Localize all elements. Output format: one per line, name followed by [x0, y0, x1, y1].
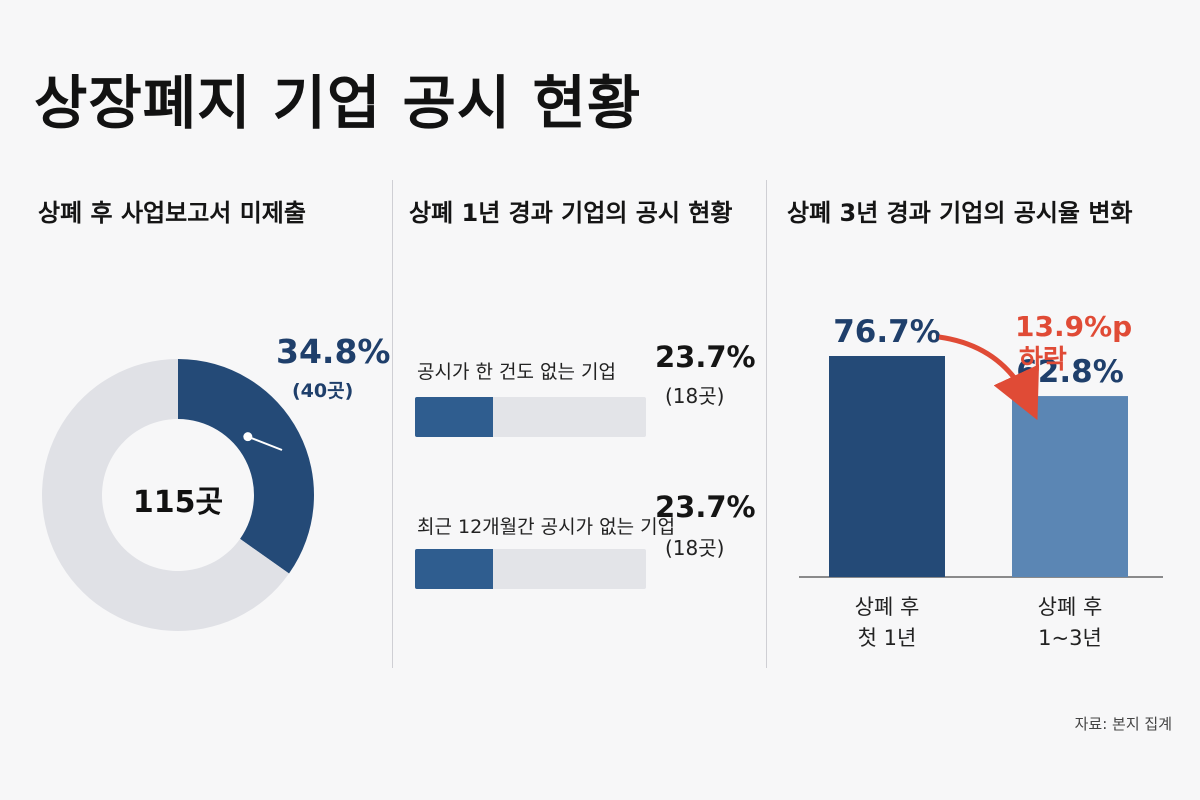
category-label-one-to-three-years-line1: 상폐 후: [1038, 595, 1103, 619]
bar-track-no-recent-disclosure: [415, 549, 646, 589]
category-label-first-year-line1: 상폐 후: [855, 595, 920, 619]
row-pct-no-disclosure: 23.7%: [655, 340, 756, 374]
bar-track-no-disclosure: [415, 397, 646, 437]
divider-right: [766, 180, 767, 668]
bar-one-to-three-years: [1012, 396, 1128, 577]
row-pct-no-recent-disclosure: 23.7%: [655, 490, 756, 524]
donut-panel: 상폐 후 사업보고서 미제출 115곳 34.8% (40곳): [30, 180, 391, 670]
disclosure-rate-title: 상폐 3년 경과 기업의 공시율 변화: [787, 199, 1133, 227]
donut-highlight-pct: 34.8%: [276, 332, 391, 371]
disclosure-status-panel: 상폐 1년 경과 기업의 공시 현황 공시가 한 건도 없는 기업 23.7% …: [393, 180, 765, 670]
divider-left: [392, 180, 393, 668]
bar-first-year: [829, 356, 945, 577]
bar-no-recent-disclosure: [415, 549, 494, 589]
row-count-no-recent-disclosure: (18곳): [665, 536, 725, 560]
category-label-one-to-three-years-line2: 1~3년: [1038, 626, 1102, 650]
row-count-no-disclosure: (18곳): [665, 384, 725, 408]
row-label-no-recent-disclosure: 최근 12개월간 공시가 없는 기업: [417, 516, 676, 538]
disclosure-status-title: 상폐 1년 경과 기업의 공시 현황: [409, 199, 733, 227]
decline-annotation-text: 하락: [1019, 345, 1067, 375]
page-title: 상장폐지 기업 공시 현황: [34, 69, 642, 137]
source-note: 자료: 본지 집계: [1074, 715, 1172, 733]
donut-slice-not-submitted: [178, 359, 314, 574]
donut-callout-dot: [243, 432, 253, 442]
donut-center-label: 115곳: [132, 485, 224, 520]
decline-arrow: [938, 334, 1040, 421]
bar-value-label-first-year: 76.7%: [833, 314, 941, 350]
donut-chart: [41, 359, 314, 631]
donut-slice-remainder: [41, 359, 290, 631]
donut-panel-title: 상폐 후 사업보고서 미제출: [38, 199, 306, 227]
bar-no-disclosure: [415, 397, 494, 437]
category-label-first-year-line2: 첫 1년: [858, 626, 917, 650]
decline-annotation-value: 13.9%p: [1015, 310, 1132, 343]
row-label-no-disclosure: 공시가 한 건도 없는 기업: [417, 361, 616, 383]
donut-callout-line: [247, 435, 283, 451]
donut-highlight-count: (40곳): [292, 380, 354, 402]
